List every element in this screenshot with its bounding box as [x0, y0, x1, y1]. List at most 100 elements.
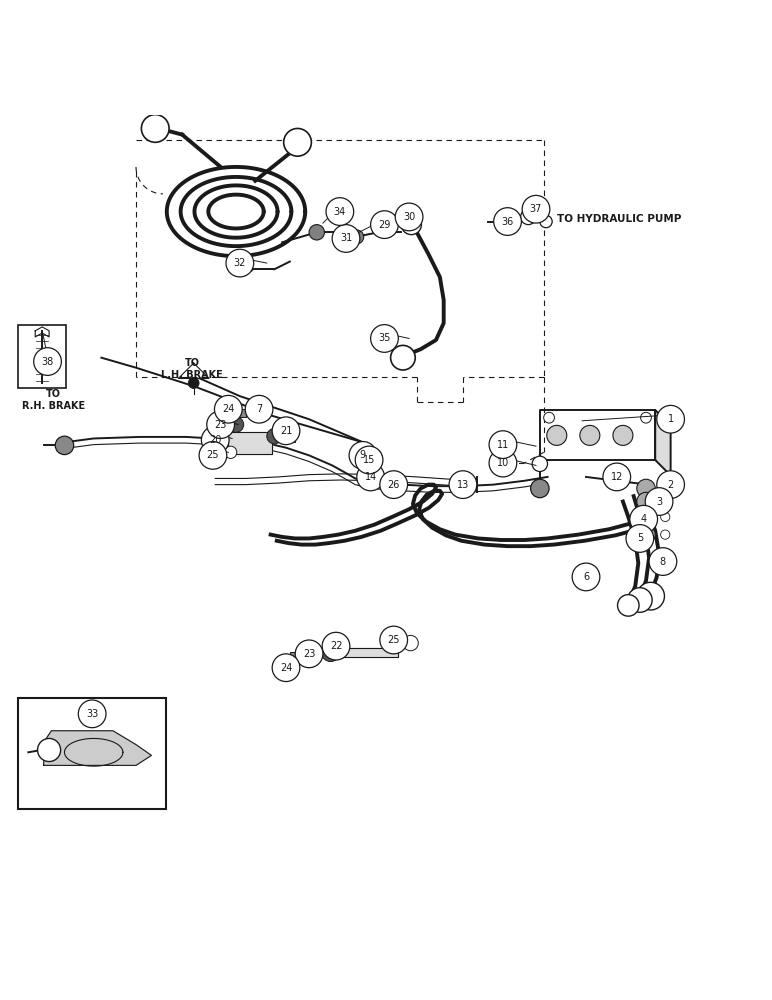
Text: 14: 14 [364, 472, 377, 482]
Circle shape [201, 426, 229, 454]
Bar [290, 652, 303, 662]
Circle shape [661, 484, 670, 493]
Text: 31: 31 [340, 233, 352, 243]
Bar [386, 477, 403, 489]
Circle shape [188, 378, 199, 388]
Text: TO HYDRAULIC PUMP: TO HYDRAULIC PUMP [557, 214, 681, 224]
Text: 2: 2 [668, 480, 674, 490]
Polygon shape [324, 648, 398, 657]
Circle shape [321, 643, 340, 662]
Text: 4: 4 [641, 514, 647, 524]
Text: 37: 37 [530, 204, 542, 214]
Circle shape [395, 203, 423, 231]
Circle shape [56, 436, 73, 455]
Circle shape [449, 471, 477, 498]
Circle shape [532, 456, 547, 472]
Circle shape [283, 128, 311, 156]
Text: 11: 11 [497, 440, 509, 450]
Text: 30: 30 [403, 212, 415, 222]
Circle shape [199, 442, 227, 469]
Circle shape [657, 471, 685, 498]
Circle shape [637, 479, 655, 498]
Circle shape [530, 479, 549, 498]
Circle shape [489, 449, 516, 477]
Circle shape [637, 525, 655, 544]
Text: 20: 20 [209, 435, 222, 445]
Text: 15: 15 [363, 455, 375, 465]
Text: 25: 25 [207, 450, 219, 460]
Circle shape [384, 631, 403, 649]
Text: 24: 24 [222, 404, 235, 414]
Polygon shape [44, 731, 151, 765]
Circle shape [572, 563, 600, 591]
Circle shape [273, 417, 300, 445]
Circle shape [34, 348, 62, 375]
Circle shape [367, 472, 381, 485]
Text: 3: 3 [656, 497, 662, 507]
Text: 32: 32 [234, 258, 246, 268]
Circle shape [637, 582, 665, 610]
Text: 38: 38 [42, 357, 54, 367]
Bar [19, 325, 66, 388]
Circle shape [403, 635, 418, 651]
Circle shape [489, 431, 516, 458]
Circle shape [618, 595, 639, 616]
Circle shape [229, 417, 244, 432]
Circle shape [522, 195, 550, 223]
Circle shape [613, 425, 633, 445]
Circle shape [380, 626, 408, 654]
Text: 29: 29 [378, 220, 391, 230]
Text: 22: 22 [330, 641, 342, 651]
Text: 23: 23 [303, 649, 315, 659]
Text: 1: 1 [668, 414, 674, 424]
Circle shape [355, 446, 383, 474]
Polygon shape [655, 410, 671, 475]
Circle shape [322, 632, 350, 660]
Text: TO
L.H. BRAKE: TO L.H. BRAKE [161, 358, 223, 380]
Text: 5: 5 [637, 533, 643, 543]
Circle shape [637, 492, 655, 511]
Circle shape [350, 230, 364, 244]
Circle shape [380, 471, 408, 498]
Circle shape [326, 198, 354, 225]
Text: 10: 10 [497, 458, 509, 468]
Circle shape [661, 512, 670, 522]
Circle shape [628, 588, 652, 612]
Circle shape [661, 497, 670, 506]
Text: 24: 24 [279, 663, 292, 673]
Circle shape [657, 405, 685, 433]
Text: 25: 25 [388, 635, 400, 645]
Circle shape [141, 115, 169, 142]
Circle shape [547, 425, 567, 445]
Circle shape [371, 211, 398, 238]
Circle shape [626, 525, 654, 552]
Circle shape [520, 209, 536, 225]
Text: 26: 26 [388, 480, 400, 490]
Bar [234, 409, 246, 417]
Text: 21: 21 [279, 426, 292, 436]
Circle shape [349, 442, 377, 469]
Circle shape [580, 425, 600, 445]
Circle shape [295, 640, 323, 668]
Circle shape [661, 530, 670, 539]
Circle shape [645, 488, 673, 515]
Circle shape [540, 215, 552, 228]
Text: 6: 6 [583, 572, 589, 582]
Circle shape [371, 325, 398, 352]
Circle shape [365, 449, 382, 466]
Circle shape [637, 508, 655, 526]
Text: 35: 35 [378, 333, 391, 343]
Text: 23: 23 [215, 420, 227, 430]
Circle shape [401, 215, 422, 235]
Circle shape [630, 505, 658, 533]
Circle shape [78, 700, 106, 728]
Circle shape [215, 395, 242, 423]
Circle shape [225, 446, 237, 458]
Text: 34: 34 [334, 207, 346, 217]
Text: 12: 12 [611, 472, 623, 482]
Text: 9: 9 [360, 450, 366, 460]
Circle shape [207, 411, 235, 438]
Circle shape [309, 225, 324, 240]
Circle shape [273, 654, 300, 682]
Circle shape [226, 249, 254, 277]
